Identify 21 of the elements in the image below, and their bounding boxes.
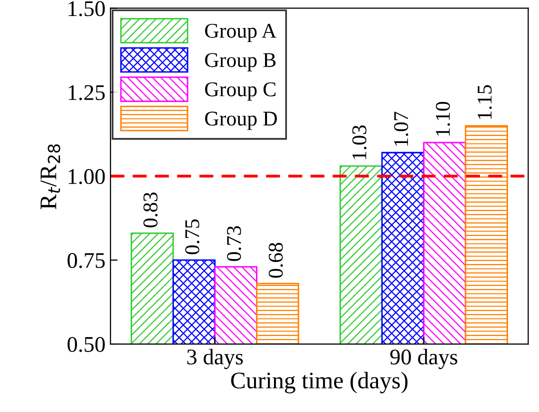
y-tick-label: 0.75 [68, 253, 105, 268]
y-tick-label: 0.50 [68, 336, 105, 352]
data-label: 0.75 [185, 219, 200, 254]
y-tick-label: 1.50 [68, 1, 105, 16]
data-label: 0.73 [226, 226, 242, 261]
x-tick-label: 3 days [187, 348, 243, 370]
data-label: 1.10 [436, 102, 450, 136]
x-axis-title: Curing time (days) [231, 372, 408, 394]
x-tick-label: 90 days [390, 348, 458, 370]
legend-label: Group A [205, 24, 276, 42]
data-label: 1.03 [352, 125, 366, 160]
data-label: 0.83 [143, 192, 158, 228]
data-label: 0.68 [268, 242, 283, 278]
legend-label: Group C [205, 82, 276, 101]
y-tick-label: 1.25 [68, 85, 105, 100]
y-tick-label: 1.00 [68, 169, 105, 184]
legend-label: Group B [205, 53, 276, 72]
data-label: 1.07 [394, 112, 408, 146]
legend-label: Group D [205, 112, 277, 130]
y-axis-title: R$_{t}$/R$_{28}$ [40, 144, 60, 210]
data-label: 1.15 [478, 85, 492, 119]
